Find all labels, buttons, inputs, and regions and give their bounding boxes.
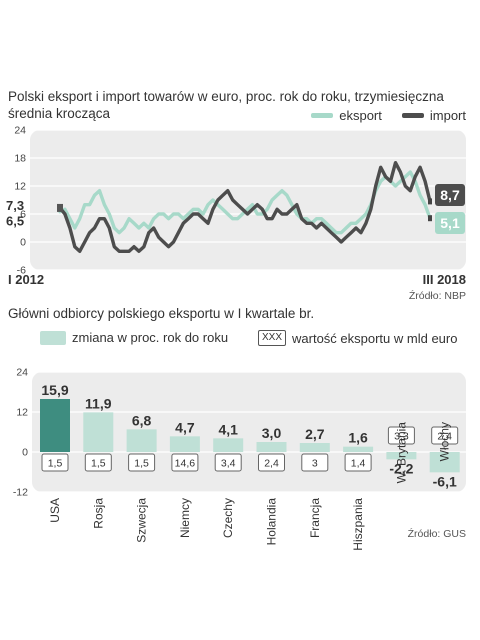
y-tick-label: -6 [17, 265, 26, 277]
end-marker-eksport [428, 215, 432, 222]
value-label: 11,9 [85, 395, 112, 411]
legend-wartosc-label: wartość eksportu w mld euro [292, 330, 458, 346]
export-value-label: 1,5 [134, 458, 149, 470]
category-label: Francja [308, 498, 322, 538]
export-value-label: 2,4 [437, 431, 452, 443]
bar-chart: 24 12 0 -12 15,9 1,5 USA 11,9 1,5 Rosja 6,8 1,5 Szwe… [13, 367, 466, 551]
category-label: Hiszpania [351, 498, 365, 551]
plot-background [30, 130, 466, 270]
export-value-box [84, 453, 112, 472]
value-label: -6,1 [433, 473, 457, 489]
export-value-label: 1,4 [351, 458, 366, 470]
end-label-import-text: 8,7 [440, 187, 460, 203]
start-label-import: 7,3 [6, 198, 24, 213]
end-label-import-box [435, 184, 465, 206]
line-chart-title: Polski eksport i import towarów w euro, … [8, 89, 444, 121]
start-marker [57, 203, 63, 212]
export-value-box [431, 426, 459, 445]
export-value-box [41, 453, 69, 472]
line-chart-legend: eksport import [311, 108, 466, 123]
export-value-box [171, 453, 199, 472]
category-label: USA [48, 498, 62, 523]
bar-10 [429, 452, 460, 473]
value-label: 4,7 [175, 419, 195, 435]
end-label-eksport-box [435, 212, 465, 234]
export-value-label: 14,6 [175, 458, 196, 470]
export-value-box [258, 453, 285, 472]
category-label: Rosja [91, 498, 105, 529]
line-chart-source: Źródło: NBP [408, 290, 466, 302]
export-value-label: 3,3 [394, 431, 409, 443]
legend-zmiana: zmiana w proc. rok do roku [40, 330, 228, 345]
value-label: 2,7 [305, 426, 325, 442]
bar-8 [343, 446, 374, 452]
value-label: 6,8 [132, 412, 152, 428]
category-label: Czechy [221, 498, 235, 538]
bar-6 [256, 442, 287, 452]
end-label-eksport-text: 5,1 [440, 215, 460, 231]
export-value-label: 3,4 [221, 458, 236, 470]
bar-9 [386, 452, 417, 460]
export-value-label: 1,5 [91, 458, 106, 470]
legend-eksport-label: eksport [339, 108, 382, 123]
bar-chart-title: Główni odbiorcy polskiego eksportu w I k… [8, 306, 315, 321]
line-chart: 24 18 12 6 0 -6 7,36,5 8,7 5,1 [6, 126, 466, 277]
legend-import-swatch [401, 113, 424, 118]
y-tick-label: 0 [22, 447, 28, 459]
y-tick-label: 24 [16, 367, 28, 379]
end-marker-import [428, 198, 432, 205]
series-line-import [58, 161, 432, 254]
value-label: 1,6 [348, 430, 368, 446]
legend-zmiana-label: zmiana w proc. rok do roku [72, 330, 229, 345]
category-label: Niemcy [178, 498, 192, 538]
y-tick-label: 6 [20, 209, 26, 221]
legend-zmiana-swatch [40, 330, 66, 345]
bar-3 [126, 429, 157, 452]
y-tick-label: 24 [14, 126, 26, 137]
value-label: 4,1 [218, 421, 238, 437]
category-label: W. Brytania [394, 422, 408, 484]
value-label: 15,9 [41, 382, 68, 398]
y-tick-label: 12 [14, 181, 26, 193]
category-label: Holandia [265, 498, 279, 546]
y-tick-label: 18 [14, 153, 26, 165]
bar-5 [213, 438, 244, 452]
end-label-eksport: 5,1 [435, 212, 465, 234]
y-tick-label: 0 [20, 237, 26, 249]
legend-wartosc: XXX wartość eksportu w mld euro [258, 330, 457, 346]
legend-eksport-swatch [311, 113, 334, 118]
y-tick-label: -12 [13, 487, 28, 499]
start-label-eksport: 6,5 [6, 214, 24, 229]
export-value-label: 1,5 [48, 458, 63, 470]
export-value-label: 2,4 [264, 458, 279, 470]
bar-chart-source: Źródło: GUS [407, 528, 466, 540]
bar-4 [169, 436, 200, 452]
export-value-label: 3 [312, 458, 318, 470]
export-value-box [214, 453, 242, 472]
export-value-box [128, 453, 156, 472]
value-label: 3,0 [262, 425, 282, 441]
x-end-label: III 2018 [422, 272, 466, 287]
bar-1 [40, 399, 70, 452]
category-label: Włochy [438, 422, 452, 461]
end-label-import: 8,7 [435, 184, 465, 206]
bar-7 [299, 443, 330, 452]
category-label: Szwecja [135, 498, 149, 543]
bar-2 [83, 412, 114, 452]
export-value-box [301, 453, 329, 472]
legend-xxx-box: XXX [258, 330, 287, 346]
export-value-box [387, 426, 415, 445]
y-tick-label: 12 [16, 407, 28, 419]
value-label: -2,2 [389, 460, 413, 476]
export-value-box [344, 453, 372, 472]
legend-import-label: import [429, 108, 466, 123]
x-start-label: I 2012 [8, 272, 45, 287]
